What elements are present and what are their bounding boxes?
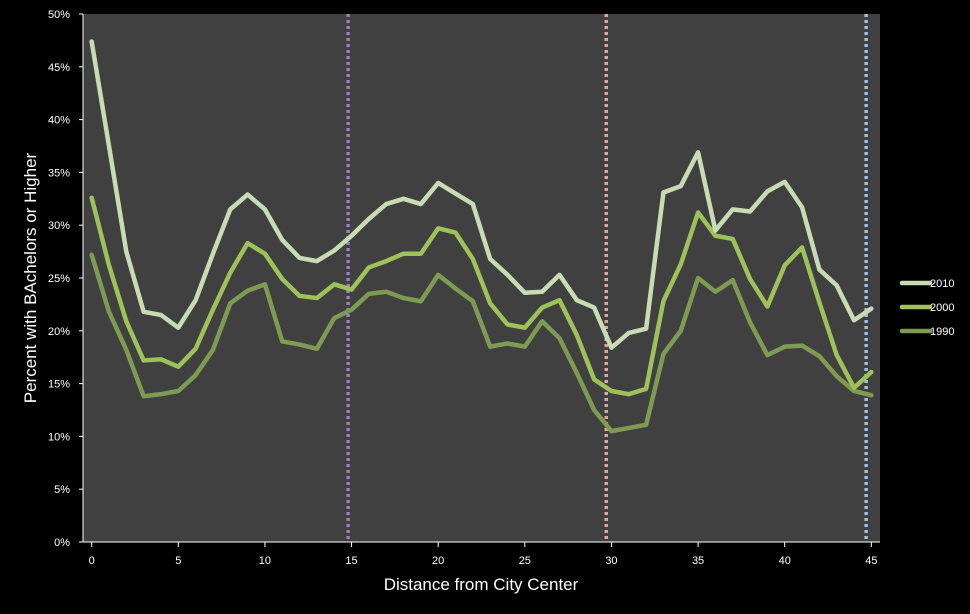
x-axis-ticks: 0 5 10 15 20 25 30 35 40 45	[89, 542, 877, 567]
y-tick-label: 45%	[48, 62, 70, 74]
x-tick-label: 0	[89, 555, 95, 567]
series-line-2000	[89, 195, 874, 397]
y-axis-title: Percent with BAchelors or Higher	[21, 152, 40, 403]
series-lines	[89, 39, 874, 434]
legend-label-2010: 2010	[930, 278, 954, 290]
legend-label-1990: 1990	[930, 326, 954, 338]
series-line-1990	[89, 252, 874, 434]
y-tick-label: 50%	[48, 9, 70, 21]
legend: 2010 2000 1990	[899, 278, 954, 338]
x-tick-label: 15	[345, 555, 357, 567]
y-tick-label: 15%	[48, 379, 70, 391]
reference-lines	[346, 14, 868, 542]
x-tick-label: 20	[432, 555, 444, 567]
y-tick-label: 20%	[48, 326, 70, 338]
y-axis-ticks: 0% 5% 10% 15% 20% 25% 30% 35% 40% 45% 50%	[48, 9, 83, 549]
y-tick-label: 30%	[48, 220, 70, 232]
y-tick-label: 25%	[48, 273, 70, 285]
y-tick-label: 0%	[54, 537, 70, 549]
x-axis-title: Distance from City Center	[384, 575, 579, 594]
y-tick-label: 40%	[48, 115, 70, 127]
x-tick-label: 30	[605, 555, 617, 567]
y-tick-label: 10%	[48, 431, 70, 443]
x-tick-label: 25	[519, 555, 531, 567]
y-tick-label: 5%	[54, 484, 70, 496]
x-tick-label: 35	[692, 555, 704, 567]
series-line-2010	[89, 39, 874, 350]
x-tick-label: 10	[259, 555, 271, 567]
x-tick-label: 45	[865, 555, 877, 567]
legend-label-2000: 2000	[930, 302, 954, 314]
y-tick-label: 35%	[48, 167, 70, 179]
x-tick-label: 5	[175, 555, 181, 567]
x-tick-label: 40	[779, 555, 791, 567]
